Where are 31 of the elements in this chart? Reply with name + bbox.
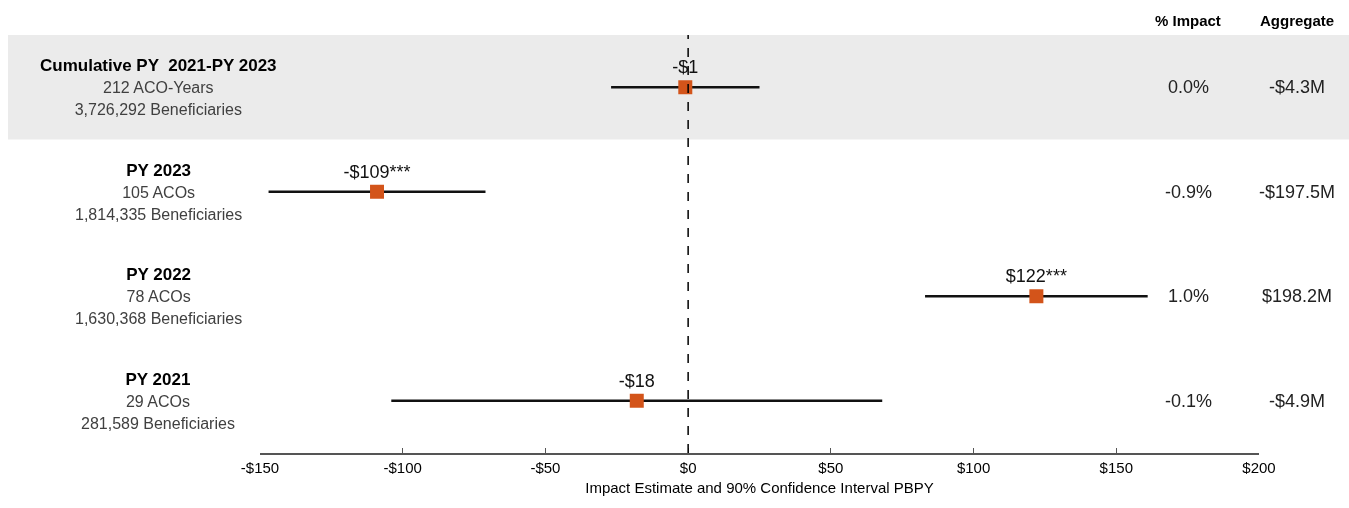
text: -$4.3M (1269, 77, 1326, 97)
y-tick-label: PY 2023 105 ACOs 1,814,335 Beneficiaries (75, 161, 243, 224)
x-tick-label: $50 (818, 458, 844, 476)
text: % Impact (1155, 12, 1221, 29)
y-tick-label: PY 2022 78 ACOs 1,630,368 Beneficiaries (75, 265, 243, 328)
annotation: 0.0% (1168, 77, 1210, 97)
point (678, 80, 693, 95)
x-tick-label: $200 (1242, 458, 1276, 476)
text: $198.2M (1262, 286, 1333, 306)
data-label: $122*** (1005, 266, 1067, 286)
point (1029, 289, 1044, 304)
data-label: -$18 (618, 370, 655, 391)
x-axis-title: Impact Estimate and 90% Confidence Interval PBPY (585, 479, 934, 497)
x-tick-label: $150 (1099, 458, 1133, 476)
x-tick-label: -$150 (240, 458, 280, 476)
y-tick-label: PY 2021 29 ACOs 281,589 Beneficiaries (81, 370, 235, 433)
annotation: -0.9% (1165, 182, 1213, 202)
annotation: -0.1% (1165, 391, 1213, 411)
data-label: -$1 (672, 57, 699, 77)
data-label: -$109*** (343, 161, 411, 182)
point (629, 393, 644, 408)
text: Aggregate (1260, 12, 1335, 29)
annotation: -$197.5M (1259, 182, 1336, 202)
annotation: 1.0% (1168, 286, 1210, 306)
x-tick-label: $0 (679, 458, 697, 476)
x-tick-label: -$100 (383, 458, 422, 476)
x-tick-label: -$50 (530, 458, 561, 476)
point (370, 184, 385, 199)
text: -$4.9M (1269, 391, 1326, 411)
x-tick-label: $100 (956, 458, 991, 476)
y-tick-label: Cumulative PY 2021-PY 2023 212 ACO-Years 3,726,292 Beneficiaries (40, 56, 277, 119)
